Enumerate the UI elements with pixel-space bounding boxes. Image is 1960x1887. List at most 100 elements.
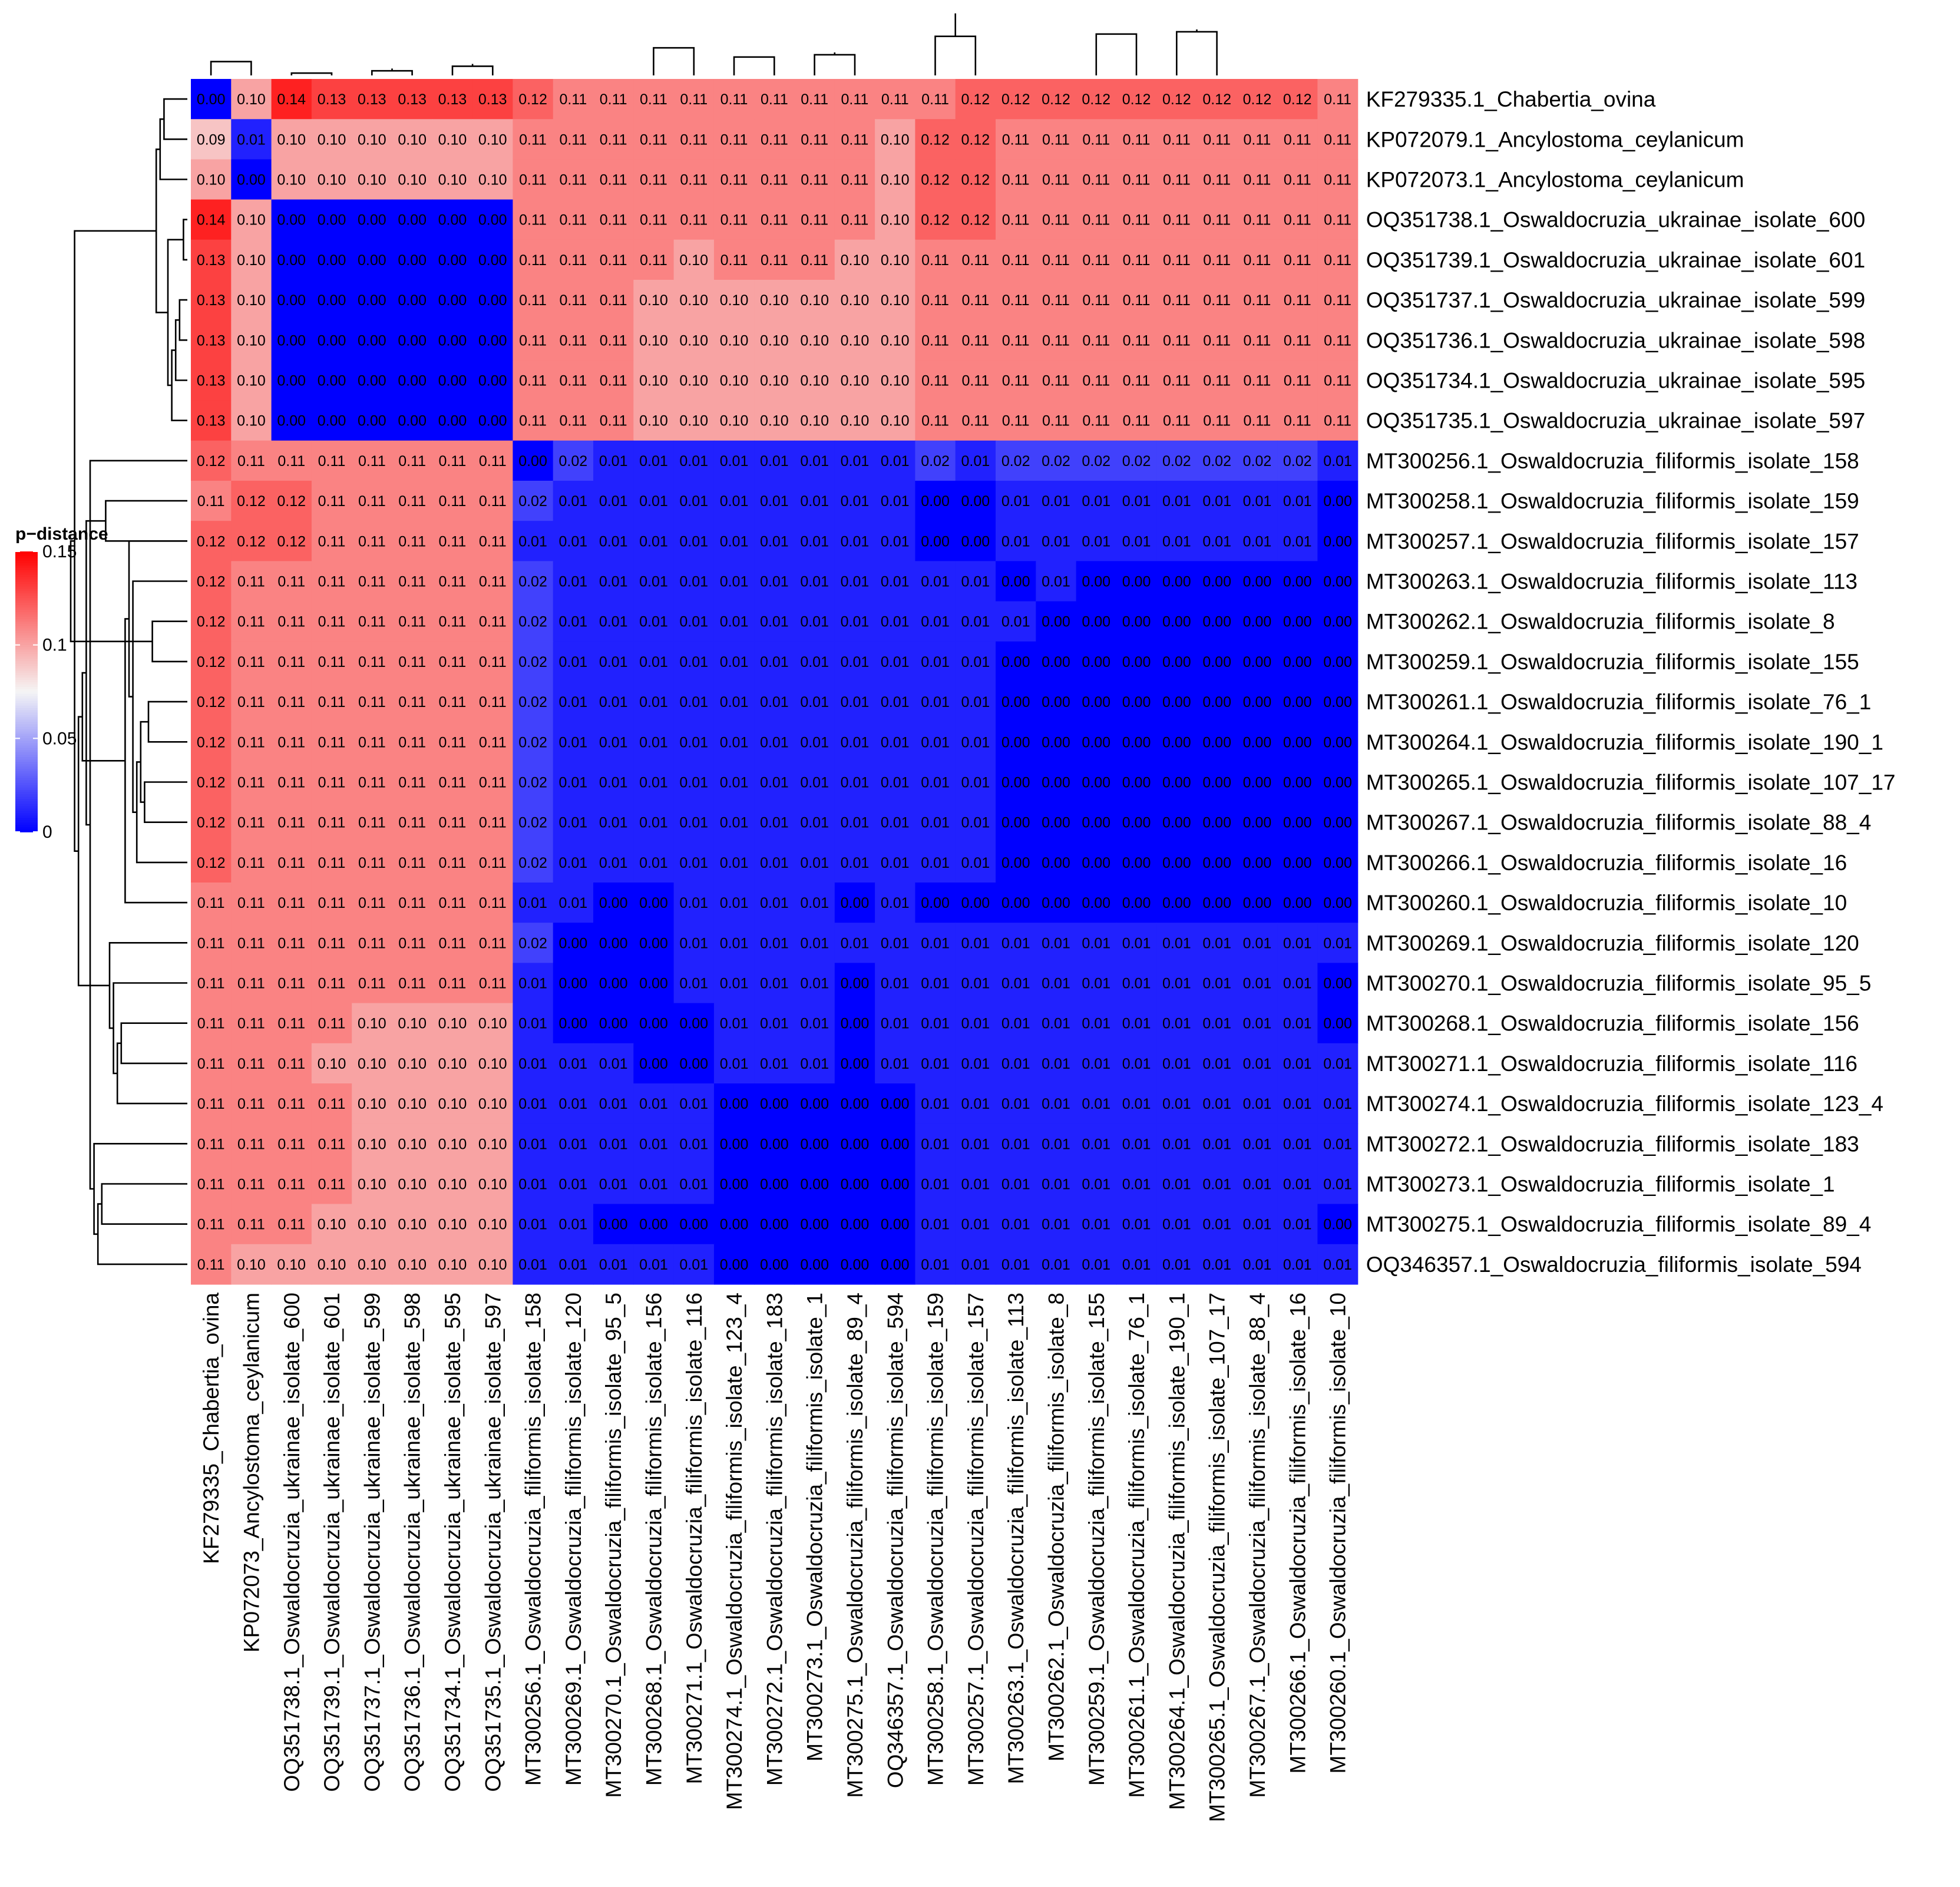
cell-value-label: 0.10 <box>478 1096 507 1112</box>
cell-value-label: 0.01 <box>760 775 789 791</box>
heatmap-cell <box>472 1043 513 1084</box>
heatmap-cell <box>593 440 634 481</box>
cell-value-label: 0.11 <box>801 172 828 189</box>
cell-value-label: 0.01 <box>1283 1136 1312 1152</box>
cell-value-label: 0.00 <box>1243 614 1272 630</box>
heatmap-cell <box>593 79 634 120</box>
heatmap-cell <box>191 561 232 602</box>
cell-value-label: 0.01 <box>961 1056 990 1072</box>
heatmap-cell <box>1036 722 1077 762</box>
cell-value-label: 0.00 <box>1323 895 1352 911</box>
cell-value-label: 0.01 <box>1323 1257 1352 1273</box>
heatmap-cell <box>955 883 996 923</box>
row-label: OQ351737.1_Oswaldocruzia_ukrainae_isolat… <box>1366 288 1865 312</box>
row-label: MT300269.1_Oswaldocruzia_filiformis_isol… <box>1366 931 1859 955</box>
heatmap-cell <box>1277 963 1318 1004</box>
cell-value-label: 0.01 <box>961 694 990 710</box>
heatmap-cell <box>1036 601 1077 642</box>
heatmap-cell <box>472 762 513 803</box>
cell-value-label: 0.02 <box>518 493 547 510</box>
heatmap-cell <box>432 802 473 843</box>
column-label: KP072073_Ancylostoma_ceylanicum <box>239 1293 263 1653</box>
cell-value-label: 0.01 <box>760 895 789 911</box>
heatmap-cell <box>996 159 1036 200</box>
heatmap-cell <box>875 682 915 722</box>
cell-value-label: 0.10 <box>760 373 789 389</box>
cell-value-label: 0.01 <box>1042 1177 1070 1193</box>
cell-value-label: 0.01 <box>599 1096 628 1112</box>
cell-value-label: 0.01 <box>841 574 870 590</box>
dendrogram-branch <box>128 540 187 698</box>
heatmap-cell <box>553 239 594 280</box>
cell-value-label: 0.01 <box>1002 1177 1030 1193</box>
cell-value-label: 0.11 <box>680 91 708 108</box>
heatmap-cell <box>311 1003 352 1044</box>
heatmap-cell <box>553 963 594 1004</box>
heatmap-cell <box>1317 239 1359 280</box>
column-label: OQ351734.1_Oswaldocruzia_ukrainae_isolat… <box>441 1293 465 1792</box>
heatmap-cell <box>271 842 312 883</box>
heatmap-cell <box>472 1003 513 1044</box>
heatmap-cell <box>231 561 272 602</box>
cell-value-label: 0.10 <box>800 292 829 309</box>
heatmap-cell <box>713 1164 755 1205</box>
cell-value-label: 0.00 <box>1283 614 1312 630</box>
cell-value-label: 0.11 <box>640 131 667 148</box>
cell-value-label: 0.01 <box>1243 976 1272 992</box>
cell-value-label: 0.09 <box>197 131 226 148</box>
heatmap-cell <box>794 521 835 561</box>
cell-value-label: 0.12 <box>197 574 226 590</box>
cell-value-label: 0.11 <box>1244 252 1271 269</box>
heatmap-cell <box>1036 762 1077 803</box>
cell-value-label: 0.01 <box>1283 1257 1312 1273</box>
cell-value-label: 0.01 <box>1202 1257 1231 1273</box>
cell-value-label: 0.00 <box>1082 775 1110 791</box>
heatmap-cell <box>231 400 272 441</box>
heatmap-cell <box>915 762 956 803</box>
cell-value-label: 0.01 <box>599 815 628 831</box>
heatmap-cell <box>713 1003 755 1044</box>
heatmap-cell <box>633 1083 675 1124</box>
heatmap-cell <box>271 923 312 963</box>
heatmap-cell <box>915 360 956 401</box>
heatmap-cell <box>553 842 594 883</box>
cell-value-label: 0.00 <box>1002 895 1030 911</box>
heatmap-cell <box>432 79 473 120</box>
cell-value-label: 0.01 <box>1243 1217 1272 1233</box>
cell-value-label: 0.11 <box>1284 413 1311 429</box>
heatmap-cell <box>231 883 272 923</box>
cell-value-label: 0.01 <box>559 574 588 590</box>
heatmap-cell <box>955 239 996 280</box>
heatmap-cell <box>955 1164 996 1205</box>
heatmap-cell <box>915 561 956 602</box>
cell-value-label: 0.01 <box>720 533 749 550</box>
heatmap-cell <box>392 1003 433 1044</box>
heatmap-cell <box>352 923 393 963</box>
heatmap-cell <box>875 119 915 160</box>
heatmap-cell <box>633 923 675 963</box>
cell-value-label: 0.11 <box>277 453 305 470</box>
heatmap-cell <box>1156 1043 1198 1084</box>
heatmap-cell <box>472 883 513 923</box>
cell-value-label: 0.11 <box>237 734 265 751</box>
heatmap-cell <box>1116 1204 1157 1245</box>
cell-value-label: 0.01 <box>679 493 708 510</box>
heatmap-cell <box>1197 802 1238 843</box>
heatmap-cell <box>271 440 312 481</box>
cell-value-label: 0.00 <box>841 976 870 992</box>
heatmap-cell <box>713 802 755 843</box>
cell-value-label: 0.01 <box>800 855 829 871</box>
heatmap-cell <box>1277 601 1318 642</box>
heatmap-cell <box>472 320 513 361</box>
cell-value-label: 0.01 <box>1162 533 1191 550</box>
cell-value-label: 0.11 <box>1324 292 1351 309</box>
heatmap-cell <box>996 239 1036 280</box>
cell-value-label: 0.01 <box>841 775 870 791</box>
row-label: MT300258.1_Oswaldocruzia_filiformis_isol… <box>1366 489 1859 513</box>
cell-value-label: 0.01 <box>559 533 588 550</box>
cell-value-label: 0.11 <box>1123 413 1151 429</box>
heatmap-cell <box>713 842 755 883</box>
heatmap-cell <box>915 1043 956 1084</box>
heatmap-cell <box>633 682 675 722</box>
cell-value-label: 0.12 <box>961 91 990 108</box>
